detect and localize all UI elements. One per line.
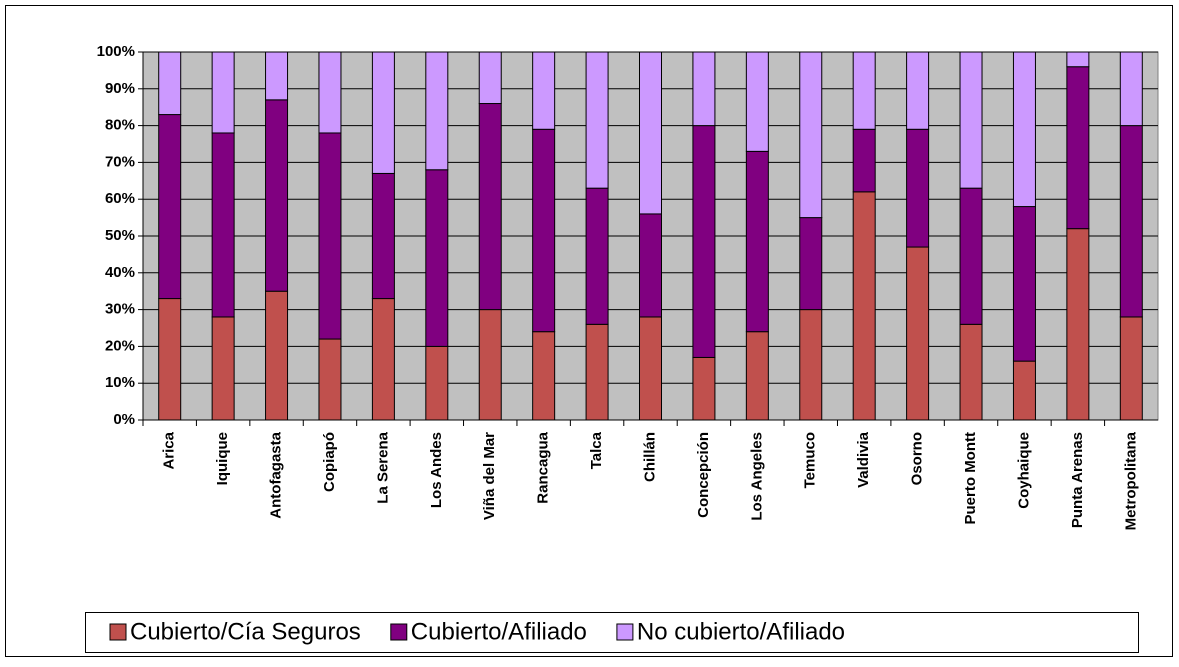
bar-segment: [692, 356, 716, 421]
bar-segment: [532, 128, 556, 333]
bar-segment: [425, 51, 449, 171]
y-tick-label: 40%: [105, 264, 135, 281]
bar-segment: [799, 309, 823, 421]
y-tick-label: 20%: [105, 337, 135, 354]
bar-segment: [1012, 360, 1036, 421]
y-tick-label: 100%: [97, 43, 135, 60]
bar-segment: [692, 51, 716, 127]
bar-segment: [425, 169, 449, 347]
bar-segment: [906, 128, 930, 248]
legend-label: Cubierto/Afiliado: [411, 618, 587, 645]
bar-segment: [265, 290, 289, 421]
bar-segment: [211, 316, 235, 421]
x-tick-label: La Serena: [374, 431, 391, 503]
bar-segment: [1119, 125, 1143, 318]
bar-segment: [318, 338, 342, 421]
y-tick-label: 60%: [105, 190, 135, 207]
legend-swatch: [390, 623, 408, 641]
x-tick-label: Concepción: [695, 432, 712, 518]
bar-segment: [639, 213, 662, 318]
bar-segment: [1066, 51, 1090, 68]
bar-segment: [585, 323, 609, 421]
bar-segment: [906, 246, 930, 421]
bar-segment: [1012, 206, 1036, 362]
x-tick-label: Temuco: [802, 432, 819, 488]
x-tick-label: Punta Arenas: [1069, 432, 1086, 528]
bar-segment: [1119, 316, 1143, 421]
bar-segment: [478, 51, 502, 105]
x-tick-label: Coyhaique: [1015, 432, 1032, 509]
bar-segment: [745, 331, 769, 421]
legend-label: No cubierto/Afiliado: [637, 618, 845, 645]
x-tick-label: Antofagasta: [268, 431, 285, 518]
bar-segment: [478, 309, 502, 421]
y-tick-label: 0%: [113, 411, 135, 428]
bar-segment: [799, 51, 823, 219]
legend-swatch: [109, 623, 127, 641]
bar-segment: [158, 298, 182, 421]
bar-segment: [371, 172, 395, 300]
bar-segment: [265, 51, 289, 101]
bar-segment: [852, 191, 876, 421]
x-tick-label: Valdivia: [855, 431, 872, 488]
bar-segment: [639, 51, 662, 215]
y-tick-label: 70%: [105, 153, 135, 170]
x-tick-label: Arica: [161, 431, 178, 469]
bar-segment: [1012, 51, 1036, 208]
bar-segment: [371, 51, 395, 174]
y-tick-label: 50%: [105, 227, 135, 244]
x-tick-label: Viña del Mar: [481, 432, 498, 520]
x-tick-label: Metropolitana: [1122, 431, 1139, 530]
bar-segment: [158, 114, 182, 300]
x-tick-label: Los Angeles: [748, 432, 765, 521]
legend-swatch: [616, 623, 634, 641]
bar-segment: [959, 187, 983, 325]
x-tick-label: Chillán: [641, 432, 658, 482]
y-tick-label: 80%: [105, 117, 135, 134]
bar-segment: [799, 217, 823, 311]
y-tick-label: 30%: [105, 301, 135, 318]
x-tick-label: Puerto Montt: [962, 432, 979, 524]
bar-segment: [158, 51, 182, 116]
legend-label: Cubierto/Cía Seguros: [130, 618, 361, 645]
x-tick-label: Copiapó: [321, 432, 338, 492]
bar-segment: [745, 51, 769, 152]
bar-segment: [425, 345, 449, 421]
bar-segment: [906, 51, 930, 130]
bar-segment: [1066, 66, 1090, 230]
bar-segment: [1066, 228, 1090, 421]
bar-segment: [692, 125, 716, 358]
bar-segment: [265, 99, 289, 292]
bar-segment: [959, 51, 983, 189]
bar-segment: [532, 51, 556, 130]
x-tick-label: Los Andes: [428, 432, 445, 508]
bar-segment: [371, 298, 395, 421]
bar-segment: [211, 51, 235, 134]
bar-segment: [745, 150, 769, 333]
bar-segment: [585, 187, 609, 325]
y-tick-label: 90%: [105, 80, 135, 97]
bar-segment: [852, 51, 876, 130]
bar-segment: [852, 128, 876, 193]
bar-segment: [585, 51, 609, 189]
legend-box: [85, 612, 1139, 653]
bar-segment: [532, 331, 556, 421]
bar-segment: [211, 132, 235, 318]
bar-segment: [318, 51, 342, 134]
bar-segment: [478, 103, 502, 311]
x-tick-label: Osorno: [909, 432, 926, 485]
y-tick-label: 10%: [105, 374, 135, 391]
bar-segment: [1119, 51, 1143, 127]
x-tick-label: Talca: [588, 431, 605, 469]
x-tick-label: Rancagua: [535, 431, 552, 503]
bar-segment: [959, 323, 983, 421]
x-tick-label: Iquique: [214, 432, 231, 485]
bar-segment: [318, 132, 342, 340]
bar-segment: [639, 316, 662, 421]
